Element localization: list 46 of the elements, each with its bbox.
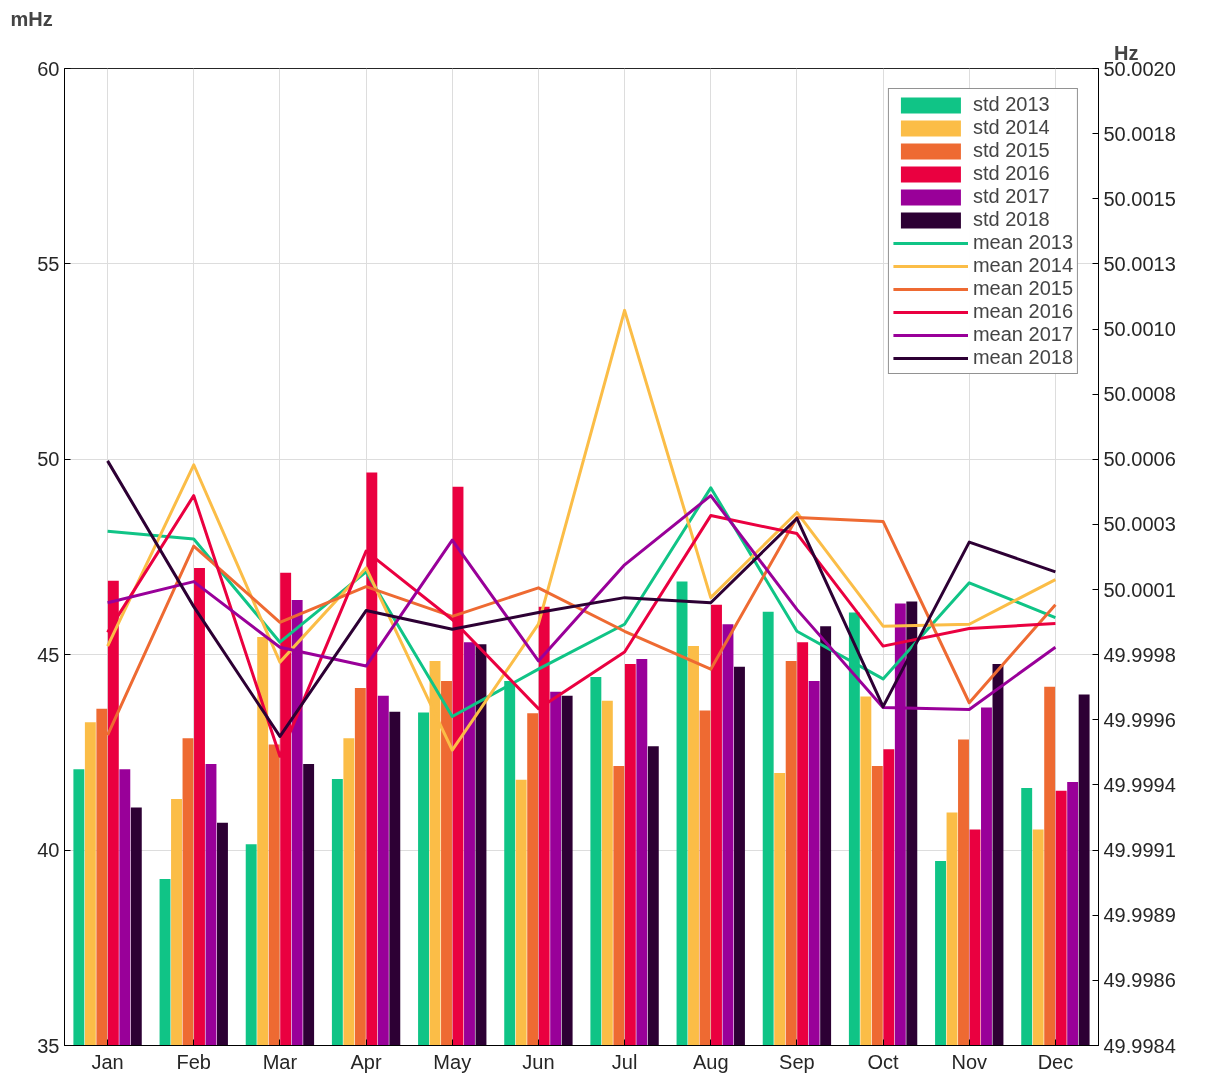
legend-label: mean 2014 — [972, 254, 1073, 277]
y2-tick-label: 50.0015 — [1103, 187, 1176, 210]
x-tick-label: Oct — [867, 1050, 900, 1073]
legend-label: mean 2013 — [972, 231, 1073, 254]
y-tick-label: 40 — [37, 839, 60, 862]
x-tick-label: Mar — [262, 1050, 298, 1073]
x-tick-label: Apr — [350, 1050, 382, 1073]
y-tick-label: 50 — [37, 448, 60, 471]
x-tick-label: Dec — [1037, 1050, 1074, 1073]
x-tick-label: Jan — [91, 1050, 124, 1073]
y2-tick-label: 49.9996 — [1103, 708, 1176, 731]
y2-tick-label: 49.9998 — [1103, 643, 1176, 666]
y2-tick-label: 50.0013 — [1103, 252, 1176, 275]
y2-tick-label: 50.0010 — [1103, 318, 1176, 341]
y-tick-label: 55 — [37, 252, 60, 275]
y2-tick-label: 50.0006 — [1103, 448, 1176, 471]
y2-tick-label: 50.0008 — [1103, 383, 1176, 406]
x-tick-label: Nov — [951, 1050, 988, 1073]
legend-label: std 2015 — [972, 139, 1050, 162]
y2-tick-label: 50.0018 — [1103, 122, 1176, 145]
y2-tick-label: 49.9986 — [1103, 969, 1176, 992]
y2-tick-label: 49.9984 — [1103, 1034, 1176, 1057]
x-tick-label: Aug — [692, 1050, 729, 1073]
y-tick-label: 35 — [37, 1034, 60, 1057]
legend-label: std 2017 — [972, 185, 1050, 208]
legend-label: std 2014 — [972, 116, 1050, 139]
y-tick-label: 45 — [37, 643, 60, 666]
legend-label: std 2013 — [972, 93, 1050, 116]
x-tick-label: Feb — [176, 1050, 211, 1073]
legend-label: mean 2016 — [972, 300, 1073, 323]
x-tick-label: Jul — [611, 1050, 638, 1073]
legend-label: mean 2015 — [972, 277, 1073, 300]
legend-label: std 2018 — [972, 208, 1050, 231]
y-tick-label: 60 — [37, 57, 60, 80]
legend-label: mean 2017 — [972, 323, 1073, 346]
legend-label: std 2016 — [972, 162, 1050, 185]
y-axis-title: mHz — [10, 7, 53, 30]
y2-tick-label: 49.9991 — [1103, 839, 1176, 862]
y2-tick-label: 49.9989 — [1103, 904, 1176, 927]
x-tick-label: May — [433, 1050, 472, 1073]
y2-tick-label: 50.0001 — [1103, 578, 1176, 601]
y2-tick-label: 50.0003 — [1103, 513, 1176, 536]
y2-tick-label: 49.9994 — [1103, 773, 1176, 796]
x-tick-label: Jun — [522, 1050, 555, 1073]
legend-label: mean 2018 — [972, 346, 1073, 369]
x-tick-label: Sep — [779, 1050, 815, 1073]
